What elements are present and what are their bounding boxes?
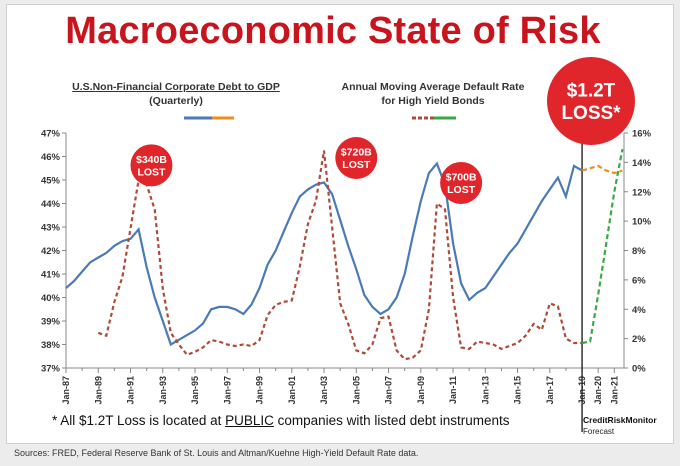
total-loss-bubble [547, 57, 635, 145]
right-tick-label: 10% [632, 217, 652, 228]
loss-label: $720B [341, 146, 372, 158]
chart-title: Macroeconomic State of Risk [65, 10, 601, 52]
loss-label: $340B [136, 154, 167, 166]
x-tick-label: Jan-03 [319, 376, 329, 405]
right-axis-label-line2: for High Yield Bonds [381, 95, 485, 107]
left-tick-label: 44% [41, 199, 61, 210]
x-tick-label: Jan-07 [384, 376, 394, 405]
x-tick-label: Jan-15 [513, 376, 523, 405]
forecast-label: Forecast [583, 427, 615, 436]
x-tick-label: Jan-91 [126, 376, 136, 405]
x-tick-label: Jan-20 [593, 376, 603, 405]
left-tick-label: 40% [41, 293, 61, 304]
left-axis-label-line1: U.S.Non-Financial Corporate Debt to GDP [72, 81, 280, 93]
left-tick-label: 38% [41, 340, 61, 351]
loss-label: $700B [446, 171, 477, 183]
x-tick-label: Jan-17 [545, 376, 555, 405]
left-axis-legend: U.S.Non-Financial Corporate Debt to GDP … [66, 80, 286, 108]
right-tick-label: 6% [632, 275, 646, 286]
right-tick-label: 16% [632, 129, 652, 140]
right-tick-label: 0% [632, 364, 646, 375]
left-tick-label: 41% [41, 270, 61, 281]
loss-label: LOST [342, 159, 371, 171]
footnote: * All $1.2T Loss is located at PUBLIC co… [52, 413, 510, 428]
left-tick-label: 42% [41, 246, 61, 257]
x-tick-label: Jan-89 [93, 376, 103, 405]
series-line-2 [97, 150, 583, 361]
right-tick-label: 2% [632, 334, 646, 345]
right-axis-label-line1: Annual Moving Average Default Rate [341, 81, 525, 93]
right-tick-label: 8% [632, 246, 646, 257]
left-tick-label: 45% [41, 176, 61, 187]
left-tick-label: 37% [41, 364, 61, 375]
x-tick-label: Jan-21 [609, 376, 619, 405]
x-tick-label: Jan-11 [448, 376, 458, 404]
right-axis-legend: Annual Moving Average Default Rate for H… [328, 80, 538, 108]
loss-bubble [130, 144, 173, 187]
footnote-prefix: * All $1.2T Loss is located at [52, 413, 226, 428]
x-tick-label: Jan-05 [351, 376, 361, 405]
loss-bubble [440, 161, 483, 204]
series-forecast-line-1 [581, 164, 623, 175]
x-tick-label: Jan-95 [190, 376, 200, 405]
x-tick-label: Jan-01 [287, 376, 297, 405]
sources-text: Sources: FRED, Federal Reserve Bank of S… [14, 448, 419, 458]
loss-label: LOST [447, 184, 476, 196]
right-tick-label: 4% [632, 305, 646, 316]
left-tick-label: 47% [41, 129, 61, 140]
footnote-emphasis: PUBLIC [225, 413, 274, 428]
x-tick-label: Jan-93 [158, 376, 168, 405]
footnote-suffix: companies with listed debt instruments [273, 413, 510, 428]
loss-label: LOST [137, 166, 166, 178]
x-tick-label: Jan-13 [480, 376, 490, 405]
total-loss-label: LOSS* [561, 103, 621, 124]
left-axis-label-line2: (Quarterly) [149, 95, 203, 107]
x-tick-label: Jan-99 [255, 376, 265, 405]
x-tick-label: Jan-09 [416, 376, 426, 405]
left-tick-label: 39% [41, 317, 61, 328]
series-line-1 [65, 161, 583, 347]
left-tick-label: 46% [41, 152, 61, 163]
right-tick-label: 12% [632, 187, 652, 198]
series-forecast-line-2 [581, 148, 624, 345]
total-loss-label: $1.2T [567, 80, 616, 101]
left-tick-label: 43% [41, 223, 61, 234]
brand-name: CreditRiskMonitor [583, 415, 657, 425]
x-tick-label: Jan-97 [222, 376, 232, 405]
right-tick-label: 14% [632, 158, 652, 169]
x-tick-label: Jan-87 [61, 376, 71, 405]
loss-bubble [335, 136, 378, 179]
